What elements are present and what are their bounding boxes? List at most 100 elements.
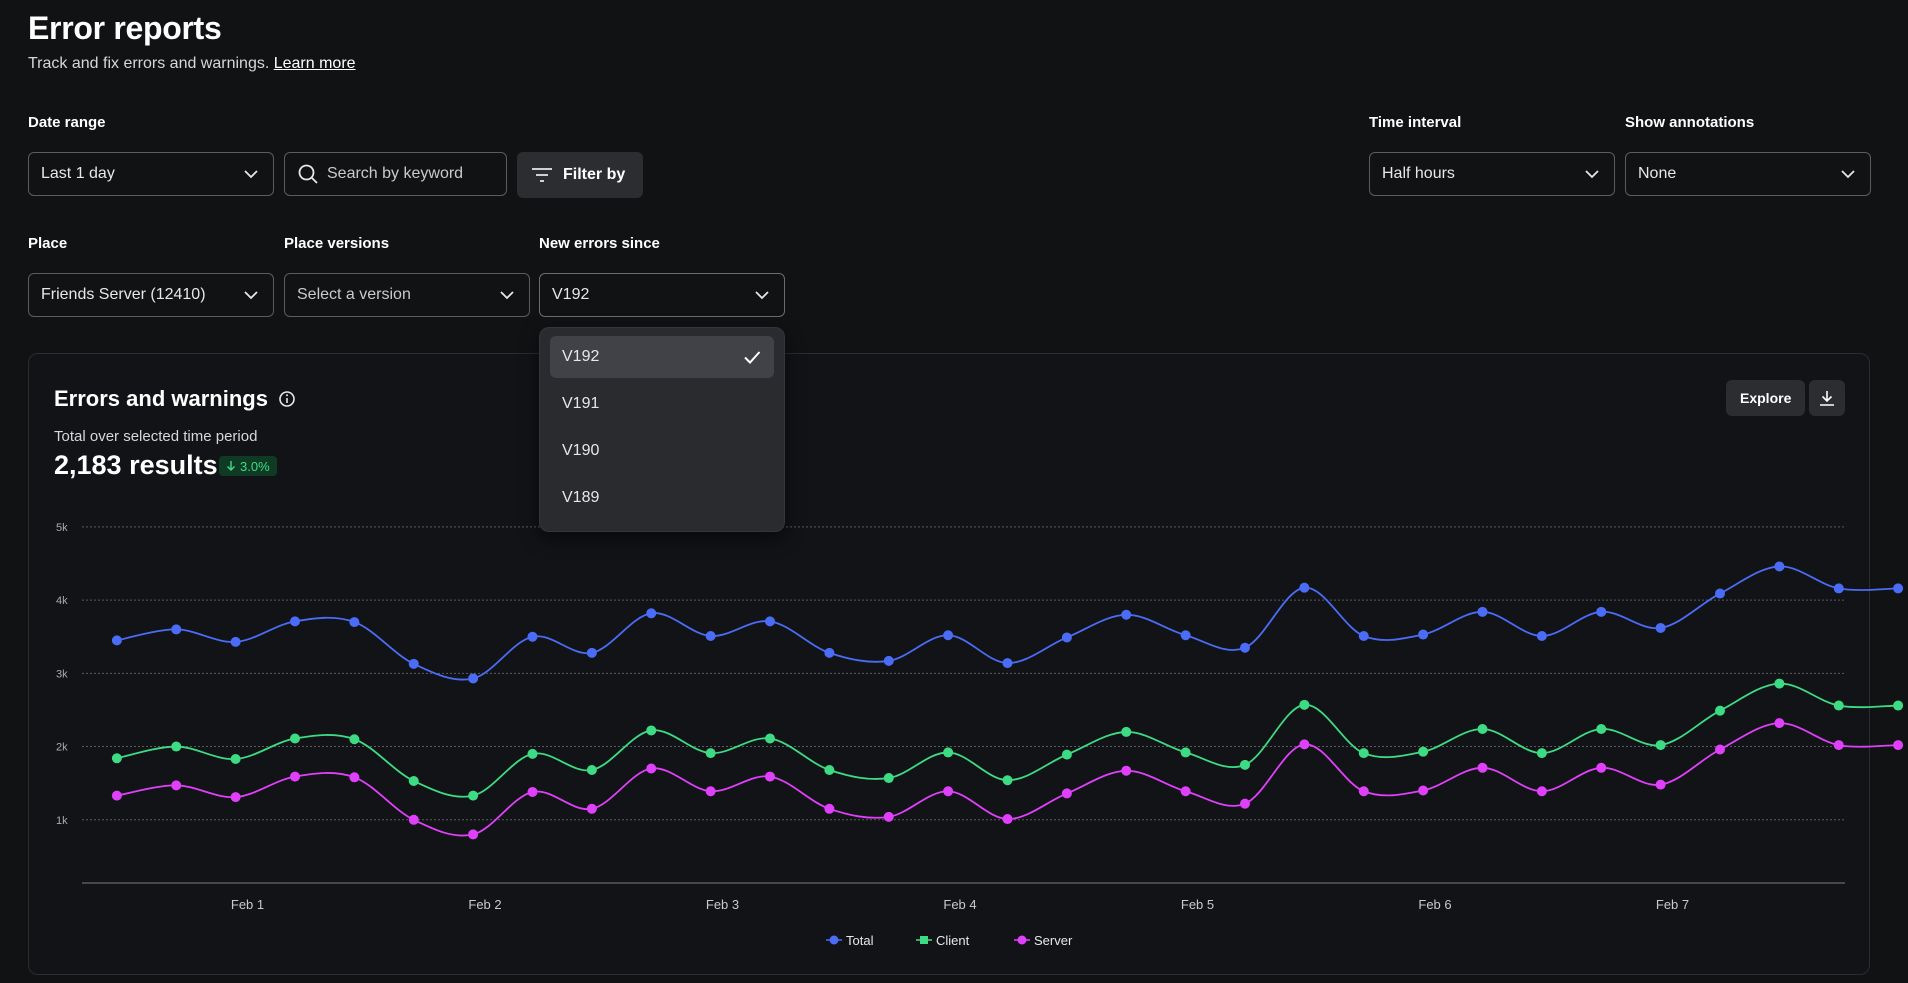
data-point-total (349, 617, 360, 628)
chevron-down-icon (1841, 170, 1855, 179)
data-point-total (883, 655, 894, 666)
data-point-total (1061, 632, 1072, 643)
legend-label-server: Server (1034, 933, 1073, 948)
subtitle-text: Track and fix errors and warnings. (28, 55, 270, 72)
data-point-client (705, 748, 716, 759)
data-point-total (765, 616, 775, 627)
data-point-server (1833, 740, 1844, 751)
filter-by-label: Filter by (563, 166, 626, 183)
data-point-client (765, 733, 775, 744)
data-point-total (1715, 588, 1725, 599)
filter-by-button[interactable]: Filter by (517, 152, 644, 198)
time-interval-select[interactable]: Half hours (1369, 152, 1615, 196)
show-annotations-select[interactable]: None (1625, 152, 1871, 196)
data-point-total (408, 658, 419, 669)
change-badge: 3.0% (219, 456, 277, 476)
data-point-client (1596, 723, 1607, 734)
data-point-client (1358, 748, 1369, 759)
data-point-client (290, 733, 300, 744)
data-point-server (230, 792, 241, 803)
data-point-total (705, 630, 716, 641)
data-point-total (1655, 622, 1666, 633)
data-point-client (408, 775, 419, 786)
results-count: 2,183 results (54, 450, 218, 480)
legend-marker-total (829, 935, 839, 945)
y-tick-label: 1k (56, 815, 68, 827)
chevron-down-icon (244, 291, 258, 300)
time-interval-value: Half hours (1382, 165, 1455, 182)
data-point-total (1833, 583, 1844, 594)
data-point-client (111, 753, 122, 764)
data-point-client (1299, 699, 1310, 710)
place-select[interactable]: Friends Server (12410) (28, 273, 274, 317)
chevron-down-icon (755, 291, 769, 300)
data-point-server (349, 772, 360, 783)
x-tick-label: Feb 3 (706, 897, 739, 912)
legend-marker-server (1017, 935, 1027, 945)
search-icon (298, 164, 318, 184)
card-title: Errors and warnings (54, 386, 296, 412)
data-point-server (646, 763, 657, 774)
option-label: V189 (562, 489, 600, 506)
dropdown-option-v190[interactable]: V190 (550, 430, 774, 472)
data-point-server (705, 786, 716, 797)
legend-label-total: Total (846, 933, 874, 948)
new-errors-since-select[interactable]: V192 (539, 273, 785, 317)
place-versions-value: Select a version (297, 286, 411, 303)
data-point-server (586, 803, 597, 814)
data-point-client (1477, 723, 1488, 734)
data-point-server (1596, 762, 1607, 773)
data-point-total (943, 630, 954, 641)
data-point-total (586, 647, 597, 658)
data-point-client (1180, 747, 1191, 758)
data-point-server (1477, 762, 1488, 773)
y-tick-label: 5k (56, 522, 68, 534)
arrow-down-icon (227, 461, 235, 471)
data-point-server (1061, 788, 1072, 799)
date-range-select[interactable]: Last 1 day (28, 152, 274, 196)
dropdown-option-v189[interactable]: V189 (550, 477, 774, 519)
download-icon (1820, 391, 1834, 406)
learn-more-link[interactable]: Learn more (273, 55, 356, 72)
data-point-server (1121, 765, 1132, 776)
data-point-server (1418, 785, 1429, 796)
data-point-client (1893, 700, 1904, 711)
page-title: Error reports (28, 10, 222, 46)
data-point-server (408, 814, 419, 825)
info-icon[interactable] (278, 390, 296, 408)
errors-warnings-card (28, 353, 1870, 975)
data-point-total (527, 631, 538, 642)
show-annotations-label: Show annotations (1625, 114, 1755, 131)
data-point-server (468, 829, 479, 840)
data-point-server (1774, 718, 1785, 729)
search-input[interactable]: Search by keyword (284, 152, 507, 196)
card-title-text: Errors and warnings (54, 386, 268, 411)
data-point-client (527, 748, 538, 759)
download-button[interactable] (1809, 380, 1845, 416)
option-label: V190 (562, 442, 600, 459)
data-point-client (1418, 746, 1429, 757)
legend-label-client: Client (936, 933, 970, 948)
data-point-client (230, 754, 241, 765)
card-subtitle: Total over selected time period (54, 428, 258, 445)
place-versions-select[interactable]: Select a version (284, 273, 530, 317)
data-point-server (290, 771, 300, 782)
data-point-total (171, 624, 182, 635)
option-label: V192 (562, 348, 600, 365)
data-point-server (765, 771, 775, 782)
x-tick-label: Feb 4 (943, 897, 976, 912)
dropdown-option-v192[interactable]: V192 (550, 336, 774, 378)
new-errors-since-dropdown: V192 V191 V190 V189 (539, 327, 785, 532)
filter-icon (532, 168, 552, 182)
data-point-client (586, 764, 597, 775)
y-tick-label: 3k (56, 668, 68, 680)
data-point-total (1477, 606, 1488, 617)
date-range-label: Date range (28, 114, 106, 131)
data-point-server (1536, 786, 1547, 797)
chevron-down-icon (500, 291, 514, 300)
dropdown-option-v191[interactable]: V191 (550, 383, 774, 425)
explore-button[interactable]: Explore (1726, 380, 1806, 416)
x-tick-label: Feb 7 (1656, 897, 1689, 912)
chevron-down-icon (1585, 170, 1599, 179)
